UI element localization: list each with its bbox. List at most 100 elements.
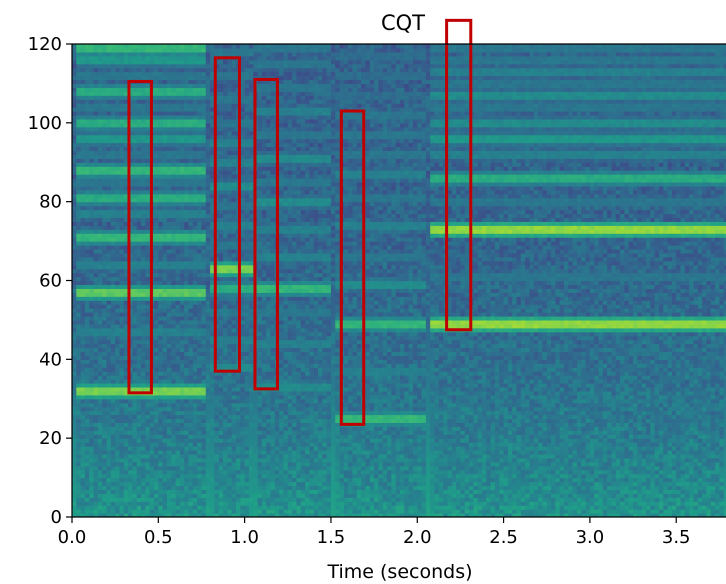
heatmap-cell (115, 114, 121, 120)
heatmap-cell (123, 162, 129, 167)
heatmap-cell (244, 449, 250, 455)
heatmap-cell (205, 473, 211, 479)
heatmap-cell (89, 327, 95, 333)
heatmap-cell (240, 47, 246, 53)
heatmap-cell (184, 335, 190, 341)
heatmap-cell (72, 178, 77, 183)
heatmap-cell (132, 71, 138, 77)
heatmap-cell (76, 178, 82, 183)
heatmap-cell (115, 351, 121, 356)
heatmap-cell (162, 272, 168, 278)
heatmap-cell (236, 44, 241, 49)
heatmap-cell (223, 122, 228, 128)
heatmap-cell (248, 477, 254, 483)
heatmap-cell (72, 386, 77, 392)
heatmap-cell (227, 162, 233, 167)
heatmap-cell (197, 260, 203, 266)
heatmap-cell (76, 288, 82, 293)
heatmap-cell (231, 189, 237, 195)
heatmap-cell (141, 363, 146, 368)
heatmap-cell (231, 134, 237, 140)
heatmap-cell (231, 83, 237, 88)
heatmap-cell (231, 154, 237, 159)
heatmap-cell (192, 513, 198, 517)
heatmap-cell (154, 386, 159, 392)
heatmap-cell (240, 241, 246, 246)
heatmap-cell (76, 434, 82, 439)
heatmap-cell (205, 331, 211, 337)
heatmap-cell (179, 434, 185, 439)
heatmap-cell (179, 371, 185, 376)
heatmap-cell (162, 162, 168, 167)
heatmap-cell (210, 256, 216, 262)
heatmap-cell (166, 67, 172, 73)
heatmap-cell (123, 382, 129, 388)
heatmap-cell (171, 126, 177, 132)
heatmap-cell (136, 47, 142, 53)
heatmap-cell (162, 485, 168, 491)
heatmap-cell (128, 233, 134, 238)
heatmap-cell (132, 402, 138, 408)
heatmap-cell (175, 67, 181, 73)
heatmap-cell (184, 87, 190, 92)
heatmap-cell (231, 461, 237, 467)
heatmap-cell (197, 122, 203, 128)
heatmap-cell (136, 296, 142, 301)
heatmap-cell (162, 375, 168, 380)
heatmap-cell (171, 323, 177, 329)
heatmap-cell (188, 205, 194, 211)
heatmap-cell (72, 477, 77, 483)
heatmap-cell (171, 193, 177, 199)
heatmap-cell (227, 319, 233, 325)
heatmap-cell (162, 91, 168, 96)
heatmap-cell (123, 197, 129, 203)
heatmap-cell (197, 189, 203, 195)
heatmap-cell (93, 107, 99, 112)
heatmap-cell (123, 67, 129, 73)
heatmap-cell (244, 406, 250, 412)
heatmap-cell (188, 288, 194, 293)
heatmap-cell (231, 371, 237, 376)
heatmap-cell (106, 449, 112, 455)
heatmap-cell (184, 201, 190, 207)
heatmap-cell (154, 122, 159, 128)
heatmap-cell (80, 225, 86, 230)
heatmap-cell (158, 256, 164, 262)
heatmap-cell (166, 284, 172, 289)
heatmap-cell (89, 359, 95, 364)
heatmap-cell (240, 390, 246, 396)
heatmap-cell (115, 170, 121, 175)
heatmap-cell (188, 489, 194, 494)
heatmap-cell (128, 414, 134, 420)
heatmap-cell (72, 221, 77, 226)
heatmap-cell (154, 91, 159, 96)
heatmap-cell (154, 509, 159, 514)
heatmap-cell (158, 233, 164, 238)
heatmap-cell (119, 276, 125, 282)
heatmap-cell (136, 481, 142, 487)
heatmap-cell (106, 292, 112, 297)
heatmap-cell (231, 174, 237, 179)
heatmap-cell (80, 252, 86, 258)
heatmap-cell (244, 347, 250, 353)
heatmap-cell (123, 355, 129, 360)
heatmap-cell (119, 213, 125, 219)
heatmap-cell (93, 386, 99, 392)
heatmap-cell (171, 142, 177, 148)
heatmap-cell (141, 461, 146, 467)
heatmap-cell (201, 138, 207, 144)
heatmap-cell (123, 485, 129, 491)
heatmap-cell (240, 446, 246, 451)
heatmap-cell (227, 272, 233, 278)
heatmap-cell (227, 95, 233, 100)
heatmap-cell (123, 457, 129, 463)
heatmap-cell (192, 371, 198, 376)
heatmap-cell (72, 181, 77, 187)
heatmap-cell (244, 315, 250, 321)
heatmap-cell (97, 280, 103, 286)
heatmap-cell (205, 114, 211, 120)
heatmap-cell (89, 323, 95, 329)
heatmap-cell (210, 55, 216, 61)
heatmap-cell (80, 469, 86, 475)
heatmap-cell (119, 315, 125, 321)
